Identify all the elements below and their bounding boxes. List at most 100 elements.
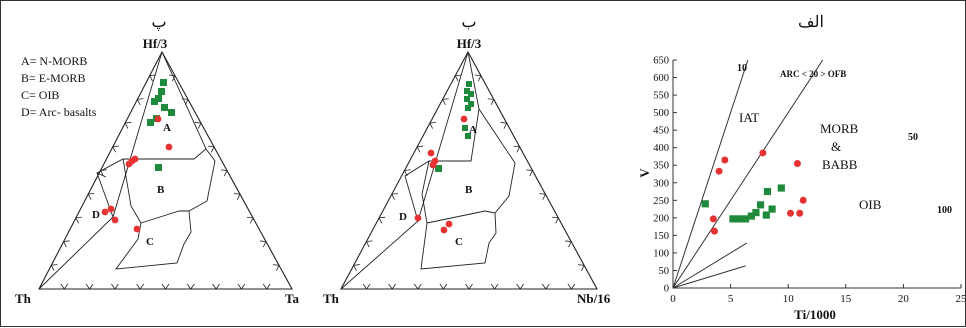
- points-circles: [415, 116, 468, 234]
- tick-mark: [440, 284, 447, 289]
- tick-mark: [208, 146, 214, 152]
- data-point-square: [768, 205, 775, 212]
- data-point-circle: [155, 116, 162, 123]
- tick-mark: [488, 99, 494, 105]
- tick-mark: [86, 284, 93, 289]
- data-point-square: [160, 79, 167, 86]
- field-label-b: B: [465, 184, 473, 196]
- tick-mark: [568, 284, 575, 289]
- ti-v-diagram: الف V Ti/1000 05010015020025030035040045…: [637, 1, 966, 328]
- tick-mark: [354, 265, 360, 271]
- field-label-a: A: [163, 122, 171, 134]
- tick-mark: [137, 284, 144, 289]
- data-point-circle: [796, 210, 803, 217]
- y-tick-label: 200: [653, 213, 669, 224]
- y-tick-label: 150: [653, 231, 669, 242]
- tick-mark: [51, 264, 57, 270]
- data-point-square: [764, 188, 771, 195]
- legend-item-d: D= Arc- basalts: [21, 105, 97, 119]
- ratio-line-100: [673, 60, 748, 288]
- tick-mark: [379, 217, 385, 223]
- y-tick-label: 400: [653, 143, 669, 154]
- y-tick-label: 450: [653, 126, 669, 137]
- data-point-circle: [108, 206, 115, 213]
- data-point-circle: [112, 217, 119, 224]
- tick-mark: [539, 194, 545, 200]
- tick-mark: [526, 170, 532, 176]
- field-label-b: B: [157, 184, 165, 196]
- data-point-circle: [430, 162, 437, 169]
- discrimination-fields: [39, 52, 215, 289]
- data-point-circle: [721, 156, 728, 163]
- tick-mark: [187, 284, 194, 289]
- data-point-circle: [800, 197, 807, 204]
- tick-mark: [162, 284, 169, 289]
- ternary-hf-th-nb: ب Hf/3 Th Nb/16 A B C D: [319, 1, 637, 328]
- tick-mark: [61, 284, 68, 289]
- data-point-square: [702, 200, 709, 207]
- data-point-square: [168, 109, 175, 116]
- data-point-square: [161, 104, 168, 111]
- apex-left-label: Th: [15, 291, 32, 306]
- ratio-line-20: [673, 243, 747, 288]
- tick-mark: [234, 194, 240, 200]
- data-point-square: [466, 81, 472, 87]
- y-tick-label: 100: [653, 248, 669, 259]
- x-tick-label: 25: [956, 293, 966, 305]
- data-point-circle: [134, 226, 141, 233]
- data-point-square: [158, 88, 165, 95]
- ternary-hf-th-ta: پ Hf/3 Th Ta A= N-MORB B= E-MORB C= OIB …: [1, 1, 319, 328]
- apex-right-label: Ta: [285, 291, 299, 306]
- data-point-square: [151, 98, 158, 105]
- x-tick-label: 10: [783, 293, 795, 305]
- ratio-label-100: 100: [937, 205, 952, 216]
- triangle-outline: [341, 52, 597, 289]
- x-tick-label: 15: [840, 293, 852, 305]
- tick-mark: [88, 193, 94, 199]
- tick-mark: [111, 284, 118, 289]
- tick-mark: [475, 75, 481, 81]
- tick-mark: [430, 122, 436, 128]
- field-label-morb: MORB: [820, 121, 859, 136]
- tick-mark: [113, 146, 119, 152]
- tick-mark: [76, 217, 82, 223]
- field-label-iat: IAT: [739, 110, 759, 125]
- apex-top-label: Hf/3: [143, 36, 168, 51]
- x-tick-label: 0: [670, 293, 676, 305]
- tick-mark: [263, 284, 270, 289]
- data-point-circle: [711, 228, 718, 235]
- tick-mark: [125, 122, 131, 128]
- tick-mark: [389, 284, 396, 289]
- ratio-line-50: [673, 60, 823, 288]
- tick-mark: [414, 284, 421, 289]
- data-point-circle: [787, 210, 794, 217]
- data-point-square: [155, 164, 162, 171]
- data-point-square: [752, 209, 759, 216]
- data-point-square: [757, 201, 764, 208]
- chart-title: الف: [798, 14, 824, 31]
- field-label-d: D: [92, 209, 100, 221]
- triangle-outline: [39, 52, 292, 289]
- data-points: [702, 149, 807, 234]
- tick-mark: [260, 241, 266, 247]
- legend-item-a: A= N-MORB: [21, 54, 87, 68]
- axis-ticks: 0501001502002503003504004505005506006500…: [653, 56, 966, 306]
- panel-title: پ: [151, 14, 166, 31]
- tick-mark: [247, 217, 253, 223]
- tick-mark: [501, 122, 507, 128]
- ratio-lines: [673, 60, 823, 288]
- legend-item-b: B= E-MORB: [21, 71, 85, 85]
- legend-item-c: C= OIB: [21, 88, 59, 102]
- data-point-circle: [446, 221, 453, 228]
- data-point-circle: [428, 150, 435, 157]
- tick-mark: [221, 170, 227, 176]
- ratio-line-10: [673, 266, 746, 288]
- field-label-amp: &: [831, 139, 841, 154]
- y-tick-label: 300: [653, 178, 669, 189]
- data-point-square: [462, 125, 468, 131]
- ratio-label-50: 50: [908, 132, 918, 143]
- data-point-circle: [126, 161, 133, 168]
- tick-mark: [417, 146, 423, 152]
- axes-frame: [673, 60, 961, 288]
- y-tick-label: 0: [664, 284, 669, 295]
